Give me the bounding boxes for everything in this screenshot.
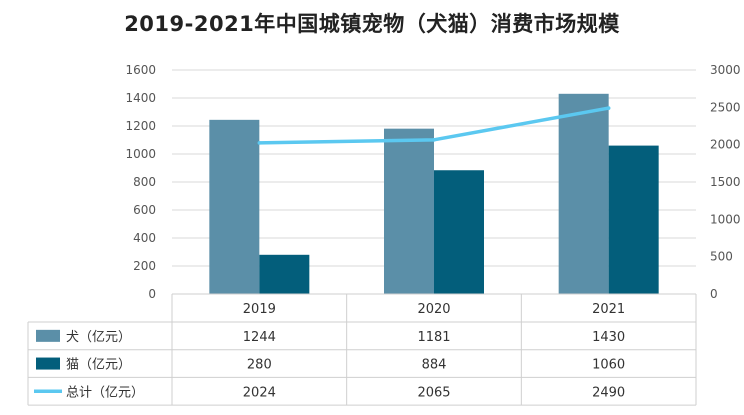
y-right-tick-label: 0: [710, 287, 718, 301]
y-left-tick-label: 600: [133, 203, 156, 217]
table-cell-value: 1244: [243, 330, 276, 345]
y-right-tick-label: 500: [710, 250, 733, 264]
y-right-tick-label: 2000: [710, 138, 741, 152]
legend-label: 猫（亿元）: [66, 358, 131, 373]
bar-cat: [259, 254, 310, 294]
x-tick-label: 2020: [417, 302, 450, 317]
x-tick-label: 2021: [592, 302, 625, 317]
y-left-tick-label: 200: [133, 259, 156, 273]
bar-cat: [608, 145, 659, 294]
legend-swatch: [36, 357, 60, 370]
legend-swatch: [36, 329, 60, 342]
line-point: [432, 138, 436, 142]
y-left-tick-label: 1400: [125, 91, 156, 105]
table-cell-value: 1430: [592, 330, 625, 345]
table-cell-value: 1060: [592, 358, 625, 373]
y-right-tick-label: 1500: [710, 175, 741, 189]
y-right-tick-label: 3000: [710, 63, 741, 77]
y-left-tick-label: 1200: [125, 119, 156, 133]
table-cell-value: 2490: [592, 385, 625, 400]
legend-label: 犬（亿元）: [66, 330, 131, 345]
line-point: [257, 141, 262, 145]
table-cell-value: 2024: [243, 385, 276, 400]
table-cell-value: 1181: [417, 330, 450, 345]
y-left-tick-label: 400: [133, 231, 156, 245]
x-tick-label: 2019: [243, 302, 276, 317]
y-right-tick-label: 2500: [710, 100, 741, 114]
bar-cat: [434, 170, 484, 294]
table-cell-value: 884: [422, 358, 447, 373]
line-point: [606, 106, 611, 110]
bar-dog: [384, 128, 434, 294]
chart-title: 2019-2021年中国城镇宠物（犬猫）消费市场规模: [124, 12, 620, 36]
legend-label: 总计（亿元）: [66, 385, 144, 400]
table-cell-value: 2065: [417, 385, 450, 400]
bar-dog: [209, 119, 260, 294]
table-cell-value: 280: [247, 358, 272, 373]
y-left-tick-label: 1600: [125, 63, 156, 77]
y-left-tick-label: 1000: [125, 147, 156, 161]
y-left-tick-label: 800: [133, 175, 156, 189]
y-right-tick-label: 1000: [710, 212, 741, 226]
y-left-tick-label: 0: [148, 287, 156, 301]
bar-dog: [558, 93, 609, 294]
